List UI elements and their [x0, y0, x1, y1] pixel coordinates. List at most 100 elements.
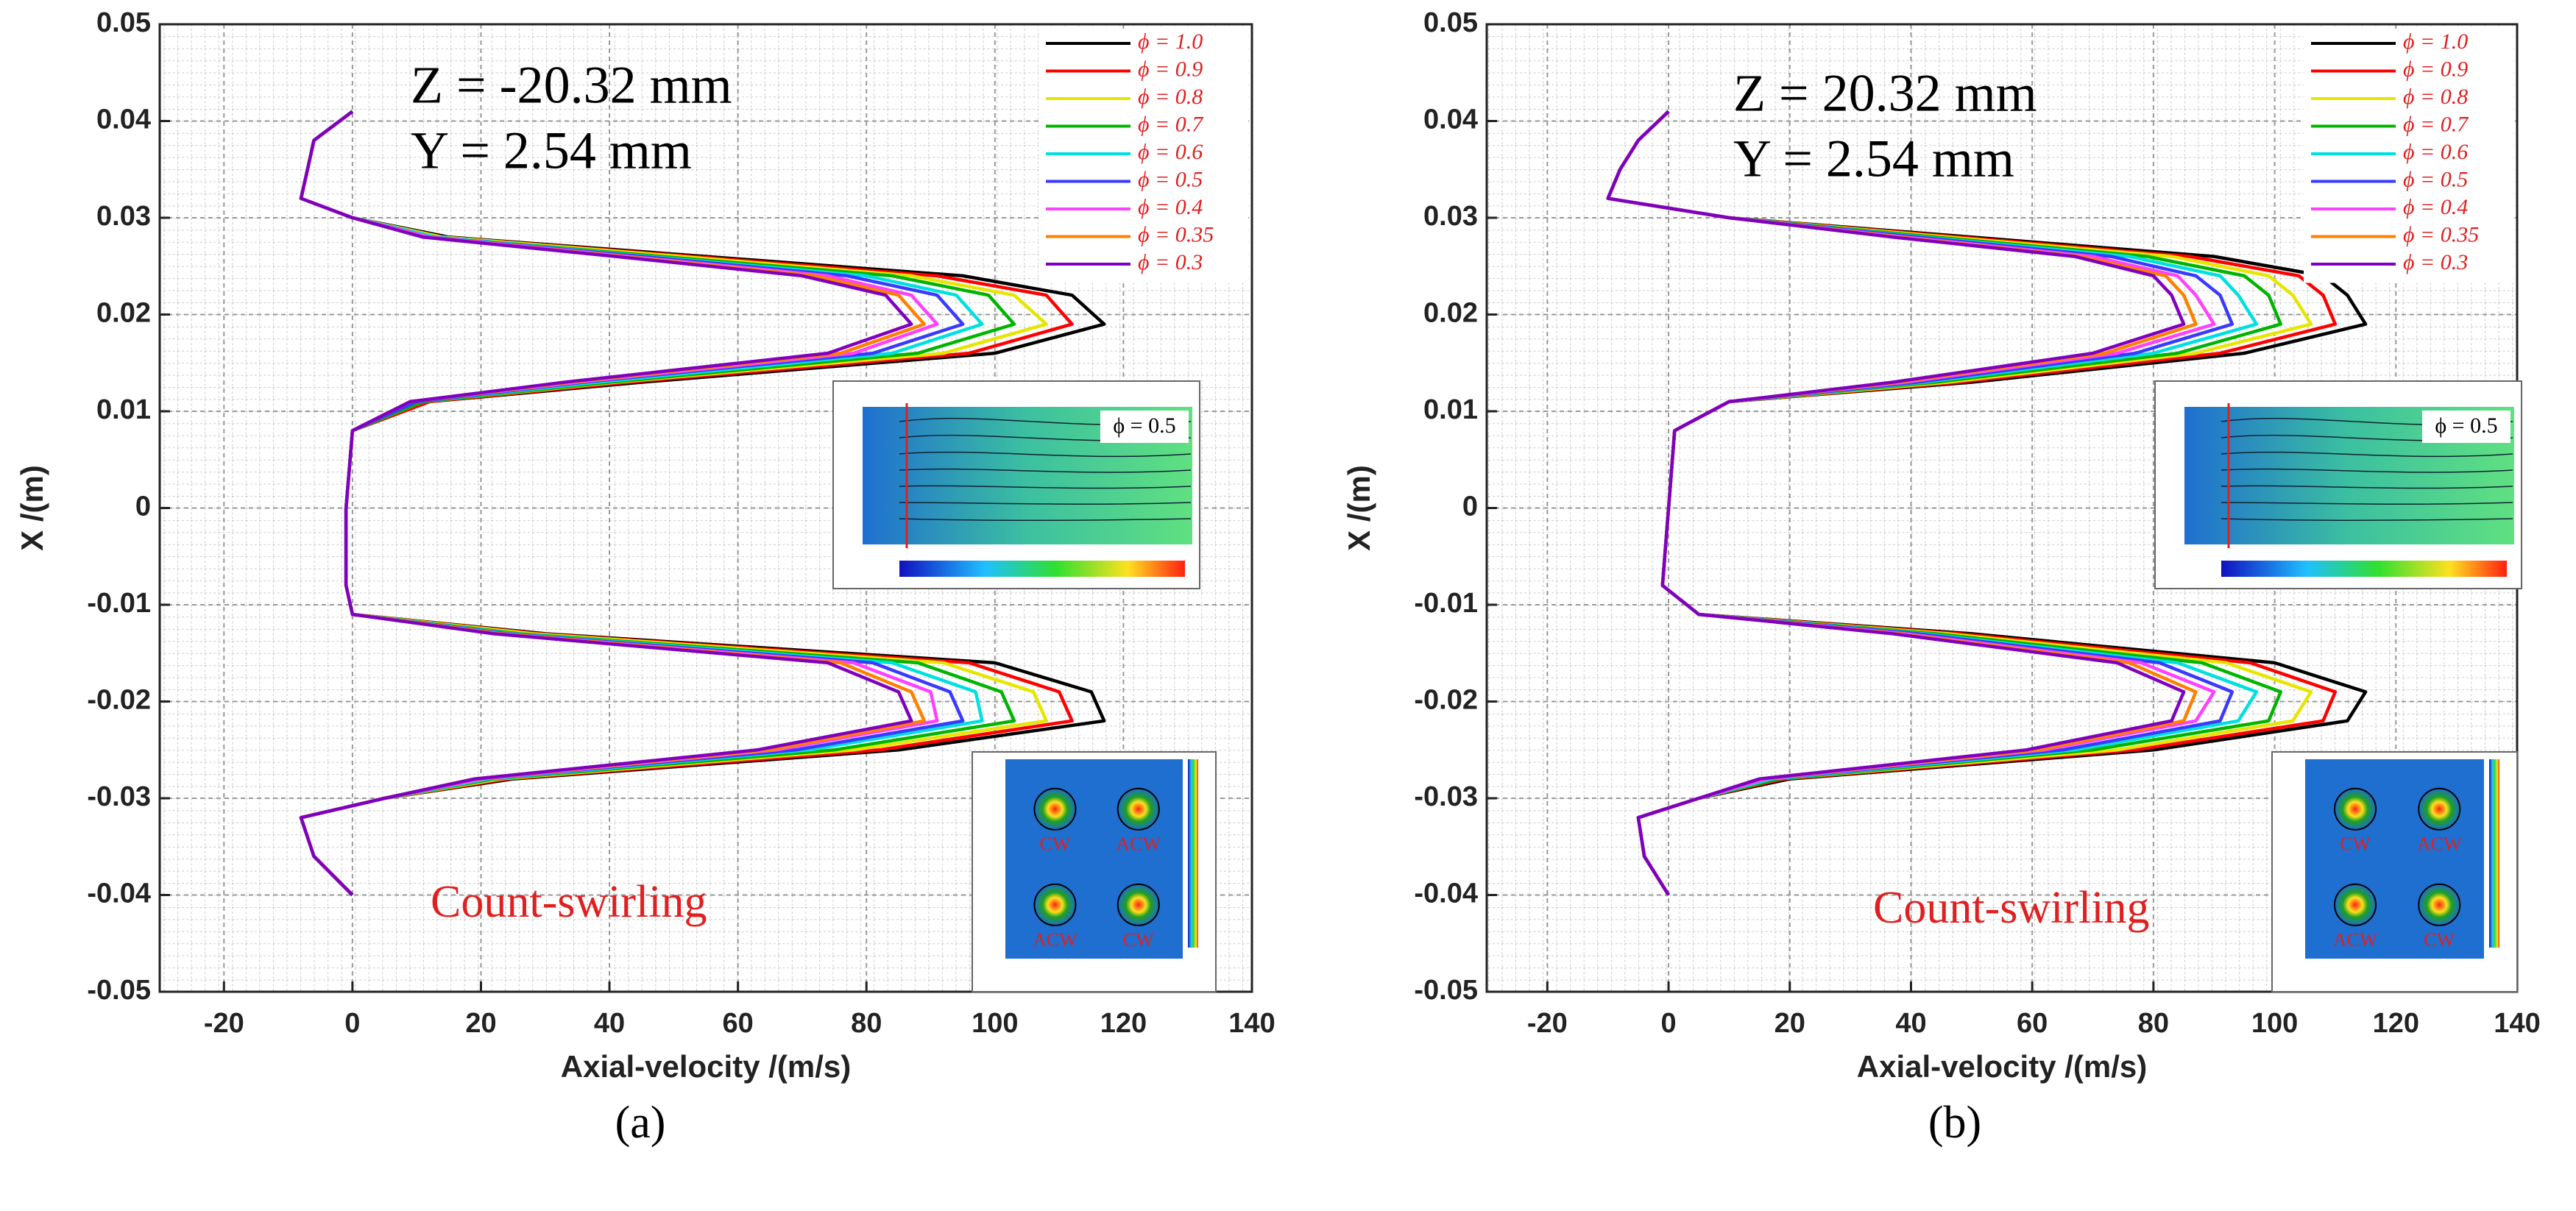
inset-vortex-colorbar: [2489, 759, 2499, 948]
legend-label: ϕ = 0.5: [1138, 167, 1203, 191]
position-annotation: Y = 2.54 mm: [411, 121, 692, 180]
vortex: [2334, 883, 2377, 926]
x-tick-label: 100: [2251, 1008, 2298, 1039]
legend-label: ϕ = 0.9: [2403, 57, 2468, 81]
inset-label-box: [1100, 411, 1189, 443]
y-tick-label: 0.05: [96, 7, 151, 38]
profile-line: [1606, 110, 2186, 896]
x-tick-label: 80: [2138, 1008, 2169, 1039]
x-tick-label: -20: [204, 1008, 244, 1039]
legend-label: ϕ = 0.3: [1138, 250, 1203, 274]
legend-label: ϕ = 0.9: [1138, 57, 1203, 81]
vortex-label: CW: [2424, 929, 2455, 951]
vortex-label: CW: [2340, 834, 2371, 855]
streamline: [899, 468, 1192, 473]
streamline: [899, 502, 1192, 505]
y-tick-label: 0.01: [1423, 394, 1478, 425]
inset-label-box: [2422, 411, 2510, 443]
x-tick-label: -20: [1527, 1008, 1568, 1039]
legend-label: ϕ = 0.7: [2403, 112, 2469, 136]
inset-vortex-colorbar: [1188, 759, 1198, 948]
x-tick-label: 140: [2494, 1008, 2540, 1039]
x-tick-label: 40: [594, 1008, 625, 1039]
y-tick-label: 0.05: [1423, 7, 1478, 38]
vortex-label: ACW: [2417, 834, 2462, 855]
x-tick-label: 40: [1895, 1008, 1926, 1039]
position-annotation: Z = 20.32 mm: [1733, 64, 2037, 123]
legend-label: ϕ = 1.0: [2403, 29, 2468, 54]
legend-label: ϕ = 0.3: [2403, 250, 2468, 274]
x-tick-label: 100: [972, 1008, 1018, 1039]
legend-label: ϕ = 0.4: [2403, 195, 2468, 219]
streamline: [899, 485, 1192, 489]
vortex: [2418, 883, 2461, 926]
y-tick-label: -0.02: [1414, 685, 1478, 716]
y-tick-label: -0.01: [1414, 588, 1478, 619]
vortex-label: CW: [1123, 929, 1154, 951]
y-tick-label: 0.03: [1423, 201, 1478, 232]
y-tick-label: 0.04: [1423, 104, 1478, 135]
profile-line: [299, 110, 913, 897]
y-axis-title: X /(m): [15, 465, 49, 551]
inset-colorbar: [899, 561, 1185, 577]
y-tick-label: -0.02: [87, 685, 151, 716]
y-tick-label: -0.03: [1414, 781, 1478, 812]
x-tick-label: 20: [465, 1008, 496, 1039]
streamline: [899, 518, 1192, 521]
panel-label: (a): [615, 1098, 666, 1148]
legend-label: ϕ = 0.4: [1138, 195, 1203, 219]
streamline: [2221, 468, 2513, 473]
position-annotation: Z = -20.32 mm: [411, 56, 732, 115]
x-tick-label: 140: [1228, 1008, 1275, 1039]
x-tick-label: 0: [1660, 1008, 1676, 1039]
x-tick-label: 60: [2017, 1008, 2048, 1039]
y-tick-label: 0.03: [96, 201, 151, 232]
y-tick-label: 0: [1462, 491, 1478, 522]
vortex-label: ACW: [1033, 929, 1078, 951]
y-tick-label: 0: [135, 491, 151, 522]
x-axis-title: Axial-velocity /(m/s): [1857, 1049, 2147, 1084]
inset-colorbar: [2221, 561, 2507, 577]
inset-vortex-image: [1005, 759, 1183, 959]
plot-frame: [158, 23, 1253, 993]
y-tick-label: 0.02: [96, 298, 151, 329]
y-tick-label: -0.01: [87, 588, 151, 619]
x-tick-label: 0: [344, 1008, 360, 1039]
y-tick-label: 0.01: [96, 394, 151, 425]
legend-label: ϕ = 1.0: [1138, 29, 1203, 54]
inset-label: ϕ = 0.5: [1113, 413, 1175, 438]
y-tick-label: 0.04: [96, 104, 151, 135]
vortex: [1117, 787, 1160, 831]
legend-label: ϕ = 0.6: [2403, 140, 2468, 164]
y-tick-label: -0.04: [1414, 878, 1478, 909]
legend-label: ϕ = 0.7: [1138, 112, 1204, 136]
x-axis-title: Axial-velocity /(m/s): [561, 1049, 851, 1084]
vortex: [2334, 787, 2377, 831]
x-tick-label: 120: [2373, 1008, 2419, 1039]
panel-label: (b): [1928, 1098, 1981, 1148]
x-tick-label: 60: [723, 1008, 754, 1039]
legend-label: ϕ = 0.8: [1138, 85, 1203, 109]
y-tick-label: 0.02: [1423, 298, 1478, 329]
x-tick-label: 80: [851, 1008, 882, 1039]
legend-label: ϕ = 0.35: [2403, 222, 2479, 246]
vortex: [1117, 883, 1160, 926]
streamline: [2221, 518, 2513, 521]
x-tick-label: 120: [1100, 1008, 1147, 1039]
y-tick-label: -0.05: [87, 975, 151, 1006]
streamline: [2221, 502, 2513, 505]
legend-label: ϕ = 0.35: [1138, 222, 1214, 246]
x-tick-label: 20: [1774, 1008, 1805, 1039]
vortex: [1033, 883, 1077, 926]
flow-annotation: Count-swirling: [1873, 883, 2149, 933]
legend-label: ϕ = 0.6: [1138, 140, 1203, 164]
streamline: [2221, 451, 2513, 458]
position-annotation: Y = 2.54 mm: [1733, 129, 2014, 188]
legend-label: ϕ = 0.8: [2403, 85, 2468, 109]
vortex-label: ACW: [1116, 834, 1161, 855]
y-axis-title: X /(m): [1342, 465, 1376, 551]
vortex-label: ACW: [2333, 929, 2378, 951]
legend-label: ϕ = 0.5: [2403, 167, 2468, 191]
